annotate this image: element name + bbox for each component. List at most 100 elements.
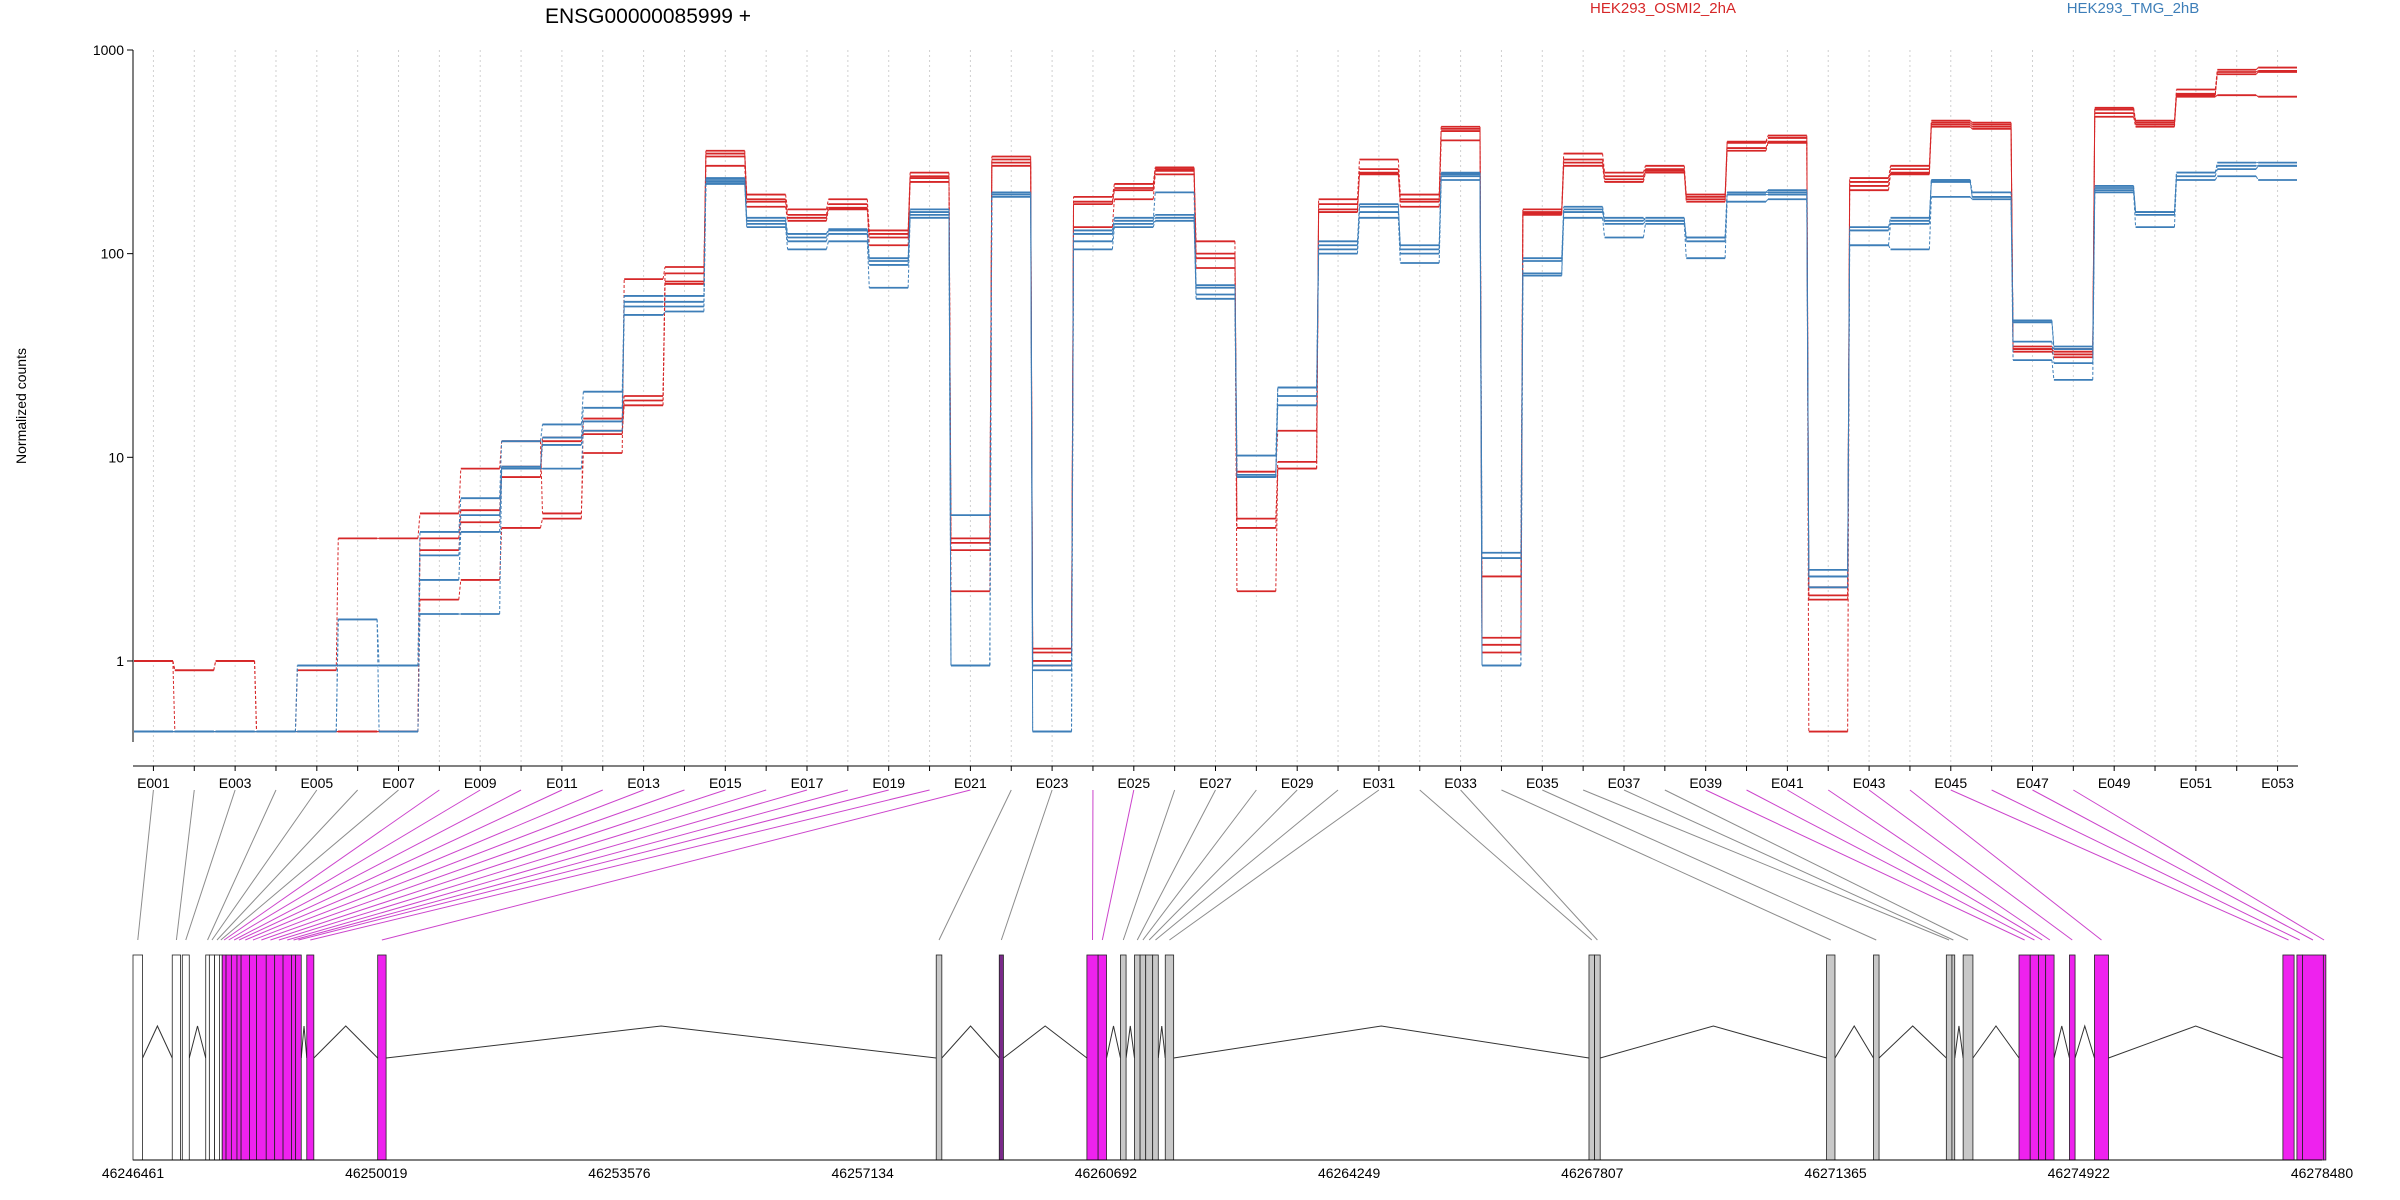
series-segment — [1275, 461, 1279, 528]
exon-block — [998, 954, 1004, 1161]
y-tick-label: 1000 — [93, 42, 124, 58]
series-segment — [1847, 245, 1851, 588]
x-tick-label: E027 — [1199, 775, 1232, 791]
exon-connector — [220, 789, 399, 941]
series-segment — [866, 209, 870, 246]
series-segment — [1152, 174, 1156, 200]
exon-connector — [1664, 789, 1969, 941]
exon-connector — [1705, 789, 2025, 941]
series-segment — [744, 183, 748, 228]
series-segment — [580, 452, 584, 514]
series-segment — [458, 579, 462, 600]
series-segment — [417, 579, 421, 666]
series-segment — [2214, 175, 2218, 181]
exon-block — [2018, 954, 2031, 1161]
exon-block — [1145, 954, 1154, 1161]
gene-model-track — [132, 954, 2327, 1161]
series-segment — [825, 209, 829, 221]
exon-block — [205, 954, 210, 1161]
exon-block — [221, 954, 227, 1161]
exon-connector — [1460, 789, 1598, 941]
exon-connector — [2032, 789, 2314, 941]
exon-connector — [1142, 789, 1257, 941]
exon-block — [1873, 954, 1880, 1161]
series-segment — [1602, 209, 1606, 224]
x-tick-label: E021 — [954, 775, 987, 791]
exon-block — [1120, 954, 1127, 1161]
y-axis-label: Normalized counts — [13, 348, 29, 464]
exon-block — [1945, 954, 1953, 1161]
series-segment — [1969, 124, 1973, 128]
exon-block — [1826, 954, 1836, 1161]
series-segment — [785, 227, 789, 250]
series-segment — [1193, 217, 1197, 295]
series-segment — [2214, 74, 2218, 96]
exon-connector — [261, 789, 685, 941]
exon-block — [1139, 954, 1147, 1161]
series-segment — [866, 241, 870, 288]
series-segment — [1193, 192, 1197, 286]
exon-connector — [1419, 789, 1593, 941]
x-tick-label: E041 — [1771, 775, 1804, 791]
series-segment — [1928, 179, 1932, 224]
series-segment — [1030, 196, 1034, 732]
series-segment — [335, 619, 339, 732]
series-segment — [621, 301, 625, 431]
series-segment — [1193, 170, 1197, 259]
series-segment — [1275, 468, 1279, 592]
exon-block — [208, 954, 215, 1161]
series-segment — [2255, 70, 2259, 73]
exon-connector — [381, 789, 971, 941]
series-segment — [2255, 67, 2259, 71]
series-segment — [1765, 189, 1769, 193]
series-segment — [825, 204, 829, 215]
series-segment — [662, 311, 666, 316]
series-segment — [1888, 169, 1892, 183]
exon-connector — [175, 789, 195, 941]
exon-connector — [207, 789, 277, 941]
series-segment — [1071, 233, 1075, 671]
series-segment — [213, 660, 217, 671]
series-segment — [458, 515, 462, 556]
exon-connector — [278, 789, 767, 941]
intron-line — [1003, 1025, 1088, 1059]
exon-block — [236, 954, 242, 1161]
series-segment — [1356, 217, 1360, 254]
exon-block — [2322, 954, 2327, 1161]
exon-connector — [216, 789, 359, 941]
exon-connector — [245, 789, 603, 941]
x-tick-label: E053 — [2261, 775, 2294, 791]
x-tick-label: E025 — [1117, 775, 1150, 791]
genomic-coordinate-axis: 46246461 46250019 46253576 46257134 46260692… — [102, 1159, 2353, 1181]
series-segment — [2173, 176, 2177, 215]
coord-tick-label: 46246461 — [102, 1165, 165, 1181]
series-segment — [2173, 172, 2177, 213]
series-segment — [1888, 217, 1891, 228]
series-segment — [907, 217, 911, 288]
series-segment — [458, 531, 462, 580]
series-segment — [1765, 198, 1769, 202]
x-tick-label: E017 — [791, 775, 824, 791]
series-segment — [1969, 120, 1973, 123]
series-segment — [2010, 199, 2014, 361]
exon-block — [2282, 954, 2295, 1161]
x-tick-label: E003 — [219, 775, 252, 791]
exon-block — [2069, 954, 2076, 1161]
series-segment — [1111, 190, 1115, 205]
exon-block — [249, 954, 257, 1161]
series-segment — [1356, 172, 1360, 210]
series-segment — [1356, 204, 1360, 242]
y-tick-label: 10 — [108, 449, 124, 465]
exon-block — [256, 954, 267, 1161]
series-segment — [1602, 217, 1606, 238]
x-tick-label: E045 — [1934, 775, 1967, 791]
series-segment — [1275, 395, 1279, 478]
series-segment — [1111, 220, 1115, 242]
series-segment — [1765, 135, 1769, 142]
exon-block — [2094, 954, 2109, 1161]
exon-connector — [252, 789, 644, 941]
exon-connector — [185, 789, 236, 941]
series-segment — [825, 241, 829, 250]
series-segment — [703, 156, 707, 284]
